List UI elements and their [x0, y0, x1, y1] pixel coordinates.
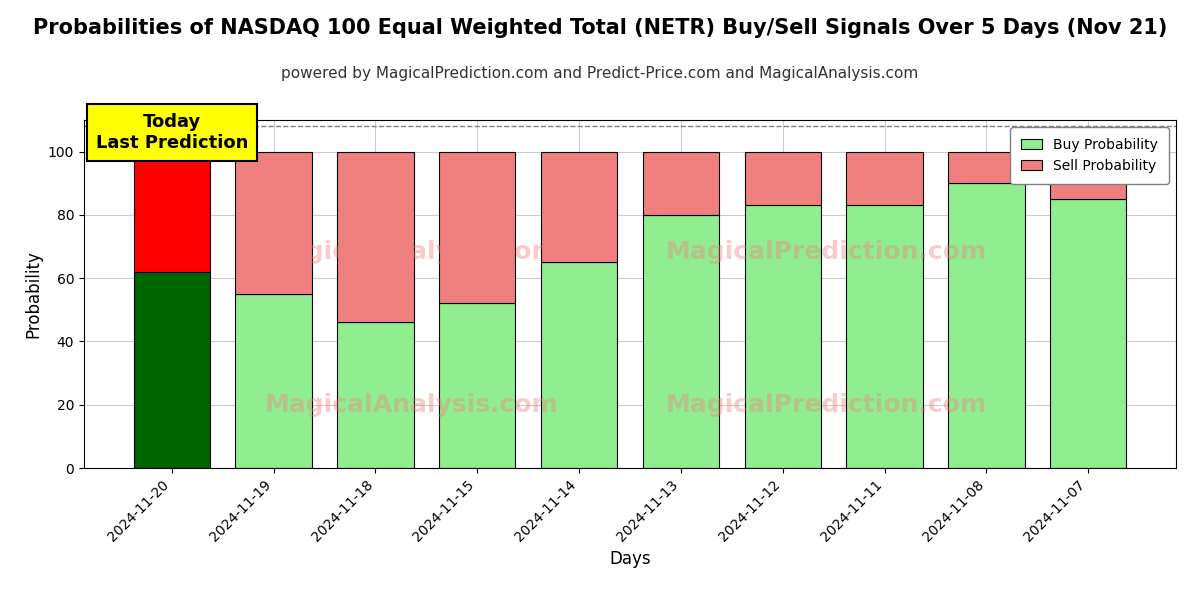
- Bar: [337, 322, 414, 468]
- Bar: [235, 294, 312, 468]
- Text: MagicalPrediction.com: MagicalPrediction.com: [666, 240, 988, 264]
- Text: Today
Last Prediction: Today Last Prediction: [96, 113, 248, 152]
- Bar: [1050, 199, 1127, 468]
- Bar: [643, 152, 719, 215]
- Bar: [133, 272, 210, 468]
- X-axis label: Days: Days: [610, 550, 650, 568]
- Text: powered by MagicalPrediction.com and Predict-Price.com and MagicalAnalysis.com: powered by MagicalPrediction.com and Pre…: [281, 66, 919, 81]
- Text: MagicalAnalysis.com: MagicalAnalysis.com: [265, 240, 558, 264]
- Bar: [744, 205, 821, 468]
- Text: MagicalPrediction.com: MagicalPrediction.com: [666, 394, 988, 418]
- Bar: [948, 152, 1025, 183]
- Bar: [439, 152, 516, 304]
- Bar: [744, 152, 821, 205]
- Y-axis label: Probability: Probability: [24, 250, 42, 338]
- Legend: Buy Probability, Sell Probability: Buy Probability, Sell Probability: [1010, 127, 1169, 184]
- Text: Probabilities of NASDAQ 100 Equal Weighted Total (NETR) Buy/Sell Signals Over 5 : Probabilities of NASDAQ 100 Equal Weight…: [32, 18, 1168, 38]
- Bar: [846, 152, 923, 205]
- Bar: [541, 152, 617, 262]
- Bar: [337, 152, 414, 322]
- Bar: [133, 152, 210, 272]
- Bar: [846, 205, 923, 468]
- Bar: [1050, 152, 1127, 199]
- Bar: [439, 304, 516, 468]
- Bar: [643, 215, 719, 468]
- Bar: [235, 152, 312, 294]
- Bar: [541, 262, 617, 468]
- Bar: [948, 183, 1025, 468]
- Text: MagicalAnalysis.com: MagicalAnalysis.com: [265, 394, 558, 418]
